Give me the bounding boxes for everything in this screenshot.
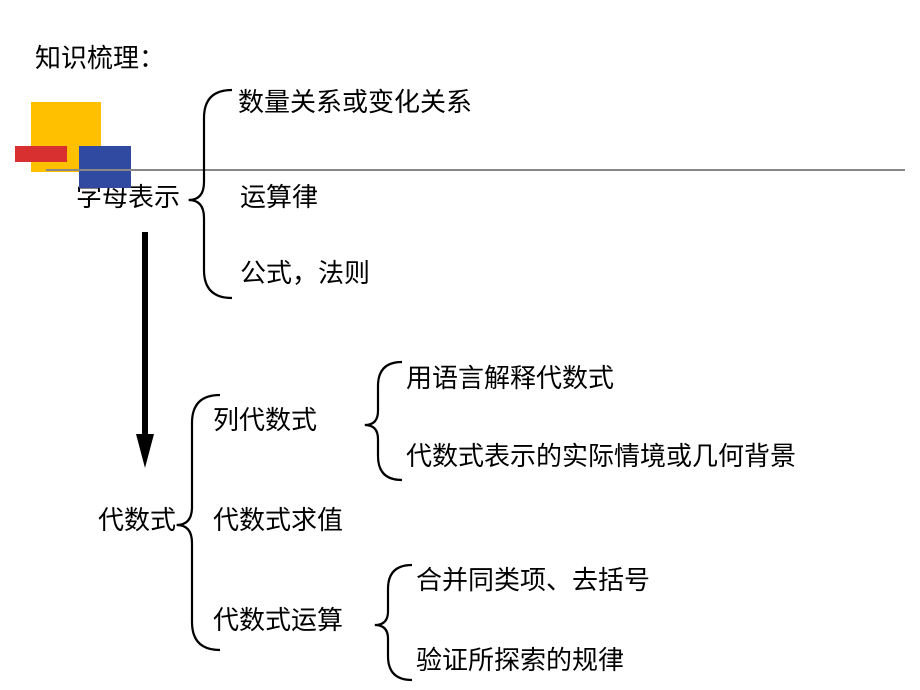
node-algebra-calc: 代数式运算: [213, 600, 343, 637]
node-formula: 公式，法则: [240, 253, 370, 290]
node-verify-pattern: 验证所探索的规律: [416, 640, 624, 677]
node-combine-terms: 合并同类项、去括号: [416, 560, 650, 597]
node-operation-law: 运算律: [240, 177, 318, 214]
node-algebra: 代数式: [98, 500, 176, 537]
node-explain-algebra: 用语言解释代数式: [406, 358, 614, 395]
node-algebra-eval: 代数式求值: [213, 500, 343, 537]
node-algebra-context: 代数式表示的实际情境或几何背景: [406, 436, 796, 473]
diagram-canvas: 知识梳理： 字母表示 数量关系或变化关系 运算律 公式，法则 代数式 列代数式 …: [0, 0, 920, 690]
node-letters: 字母表示: [76, 177, 180, 214]
node-list-algebra: 列代数式: [213, 400, 317, 437]
page-title: 知识梳理：: [35, 38, 165, 75]
node-quant-relation: 数量关系或变化关系: [238, 82, 472, 119]
